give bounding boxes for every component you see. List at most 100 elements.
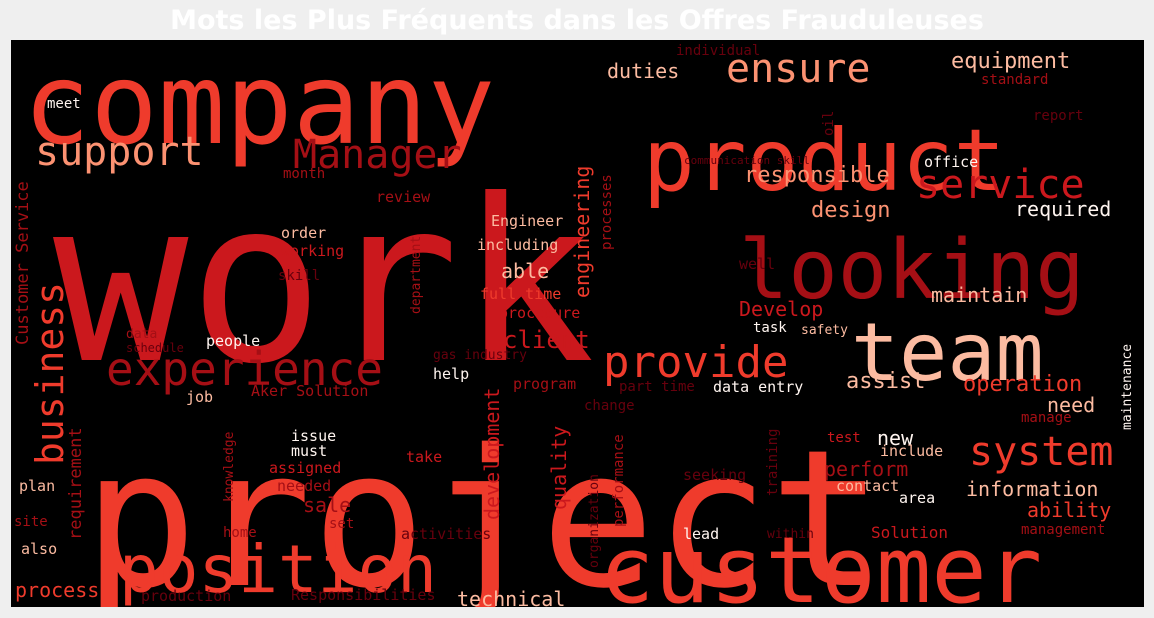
- cloud-word-system: system: [969, 429, 1114, 475]
- cloud-word-office: office: [924, 153, 978, 171]
- cloud-word-position: position: [119, 531, 437, 607]
- cloud-word-organization: organization: [587, 474, 602, 568]
- cloud-word-part-time: part time: [619, 379, 695, 395]
- cloud-word-operation: operation: [963, 372, 1082, 397]
- cloud-word-department: department: [409, 236, 424, 314]
- cloud-word-development: development: [480, 388, 504, 520]
- cloud-word-schedule: schedule: [126, 341, 184, 355]
- cloud-word-people: people: [206, 332, 260, 350]
- cloud-word-management: management: [1021, 522, 1105, 538]
- cloud-word-manager: Manager: [293, 132, 462, 178]
- cloud-word-lead: lead: [683, 525, 719, 543]
- cloud-word-home: home: [223, 525, 257, 541]
- cloud-word-support: support: [35, 129, 204, 175]
- cloud-word-oil: oil: [821, 111, 837, 136]
- cloud-word-sale: sale: [303, 493, 351, 517]
- cloud-word-duties: duties: [607, 59, 679, 83]
- cloud-word-standard: standard: [981, 72, 1048, 88]
- cloud-word-needed: needed: [277, 477, 331, 495]
- cloud-word-gas-industry: gas industry: [433, 348, 527, 363]
- cloud-word-ensure: ensure: [726, 46, 871, 92]
- cloud-word-product: product: [643, 111, 1005, 211]
- cloud-word-program: program: [513, 375, 576, 393]
- cloud-word-issue: issue: [291, 427, 336, 445]
- cloud-word-customer: customer: [599, 517, 1042, 607]
- cloud-word-maintenance: maintenance: [1120, 344, 1135, 430]
- cloud-word-client: client: [503, 326, 590, 354]
- cloud-word-quality: quality: [547, 426, 571, 510]
- cloud-word-safety: safety: [801, 323, 848, 338]
- cloud-word-need: need: [1047, 393, 1095, 417]
- cloud-word-design: design: [811, 198, 890, 223]
- cloud-word-full-time: full time: [480, 285, 561, 303]
- cloud-word-job: job: [186, 388, 213, 406]
- cloud-word-report: report: [1033, 108, 1084, 124]
- cloud-word-training: training: [765, 429, 781, 496]
- cloud-word-production: production: [141, 587, 231, 605]
- cloud-word-solution: Solution: [871, 523, 948, 542]
- cloud-word-seeking: seeking: [683, 466, 746, 484]
- cloud-word-information: information: [966, 477, 1098, 501]
- cloud-word-customer-service: Customer Service: [13, 181, 33, 345]
- cloud-word-requirement: requirement: [66, 427, 86, 540]
- cloud-word-develop: Develop: [739, 297, 823, 321]
- cloud-word-skill: skill: [278, 268, 320, 284]
- cloud-word-change: change: [584, 398, 635, 414]
- cloud-word-data-entry: data entry: [713, 378, 803, 396]
- cloud-word-well: well: [739, 255, 775, 273]
- cloud-word-able: able: [501, 259, 549, 283]
- cloud-word-include: include: [880, 442, 943, 460]
- page-title: Mots les Plus Fréquents dans les Offres …: [170, 5, 984, 36]
- cloud-word-manage: manage: [1021, 410, 1072, 426]
- cloud-word-communication-skill: communication skill: [684, 154, 810, 167]
- cloud-word-work: work: [53, 152, 595, 414]
- cloud-word-service: service: [916, 162, 1085, 208]
- cloud-word-responsibilities: Responsibilities: [291, 586, 436, 604]
- cloud-word-task: task: [753, 320, 787, 336]
- cloud-word-required: required: [1015, 197, 1111, 221]
- cloud-word-engineer: Engineer: [491, 212, 563, 230]
- cloud-word-help: help: [433, 365, 469, 383]
- cloud-word-area: area: [899, 489, 935, 507]
- cloud-word-meet: meet: [47, 96, 81, 112]
- cloud-word-test: test: [827, 430, 861, 446]
- cloud-word-technical: technical: [457, 587, 565, 607]
- cloud-word-must: must: [291, 442, 327, 460]
- cloud-word-month: month: [283, 166, 325, 182]
- cloud-word-activities: activities: [401, 525, 491, 543]
- cloud-word-experience: experience: [106, 342, 383, 396]
- cloud-word-equipment: equipment: [951, 49, 1070, 74]
- cloud-word-contact: contact: [836, 477, 899, 495]
- cloud-word-procedure: procedure: [499, 304, 580, 322]
- word-cloud: work project company product customer looking…: [11, 40, 1144, 607]
- cloud-word-order: order: [281, 224, 326, 242]
- cloud-word-plan: plan: [19, 477, 55, 495]
- cloud-word-business: business: [28, 282, 72, 465]
- cloud-word-knowledge: knowledge: [222, 431, 237, 502]
- cloud-word-responsible: responsible: [744, 163, 890, 188]
- cloud-word-aker-solution: Aker Solution: [251, 382, 368, 400]
- cloud-word-process: process: [15, 578, 99, 602]
- cloud-word-including: including: [477, 236, 558, 254]
- cloud-word-looking: looking: [739, 223, 1085, 318]
- cloud-word-team: team: [851, 306, 1044, 399]
- cloud-word-site: site: [14, 514, 48, 530]
- cloud-word-within: within: [767, 527, 814, 542]
- cloud-word-assist: assist: [846, 369, 925, 394]
- cloud-word-data: data: [126, 327, 157, 342]
- cloud-word-working: working: [281, 242, 344, 260]
- cloud-word-new: new: [877, 426, 914, 450]
- cloud-word-engineering: engineering: [570, 166, 594, 298]
- cloud-word-assigned: assigned: [269, 459, 341, 477]
- cloud-word-take: take: [406, 448, 442, 466]
- cloud-word-perform: perform: [824, 457, 908, 481]
- cloud-word-individual: individual: [676, 43, 760, 59]
- cloud-word-maintain: maintain: [931, 283, 1027, 307]
- cloud-word-company: company: [23, 40, 495, 170]
- cloud-word-also: also: [21, 540, 57, 558]
- cloud-word-processes: processes: [599, 174, 615, 250]
- cloud-word-performance: performance: [611, 434, 627, 527]
- cloud-word-review: review: [376, 188, 431, 206]
- cloud-word-provide: provide: [603, 337, 788, 388]
